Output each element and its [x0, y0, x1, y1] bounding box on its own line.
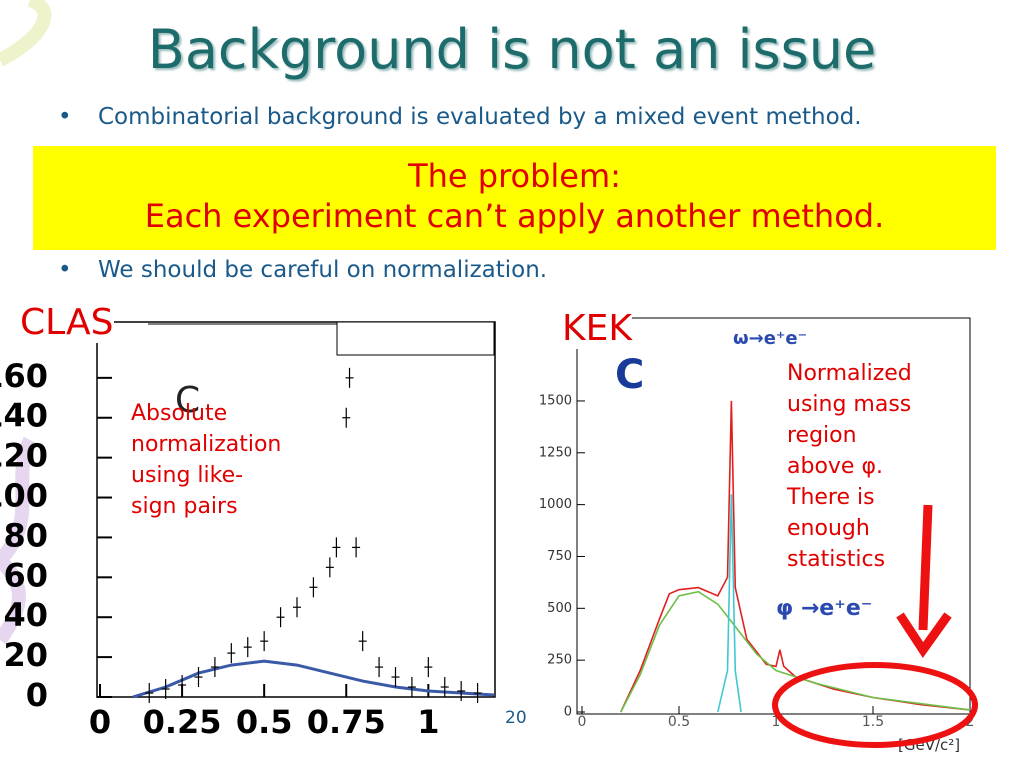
data-point	[375, 657, 384, 678]
data-point	[473, 683, 482, 704]
annotation-line: region	[787, 423, 857, 448]
data-point	[332, 537, 341, 558]
callout-line: The problem:	[408, 157, 621, 195]
data-point	[161, 679, 170, 700]
data-point	[194, 667, 203, 688]
annotation-line: normalization	[131, 432, 282, 457]
y-tick-label: 60	[3, 556, 48, 594]
callout-line: Each experiment can’t apply another meth…	[144, 197, 885, 235]
data-point	[424, 657, 433, 678]
y-tick-label: 1250	[539, 445, 572, 460]
bullet: We should be careful on normalization.	[58, 257, 548, 283]
slide-title: Background is not an issue	[147, 18, 877, 81]
data-point	[145, 683, 154, 704]
data-point	[276, 607, 285, 628]
plot-label: CLAS	[20, 302, 114, 343]
annotation-line: enough	[787, 516, 870, 541]
data-point	[243, 637, 252, 658]
stat-box	[336, 321, 495, 356]
y-tick-label: 1500	[539, 393, 572, 408]
annotation-line: using like-	[131, 463, 244, 488]
y-tick-label: 80	[3, 516, 48, 554]
x-tick-label: 0	[89, 703, 111, 741]
page-number: 20	[505, 708, 527, 728]
data-point	[440, 677, 449, 698]
x-tick-label: 1	[772, 714, 781, 730]
data-point	[227, 643, 236, 664]
data-point	[457, 681, 466, 702]
data-point	[210, 657, 219, 678]
data-point	[178, 675, 187, 696]
curve	[717, 494, 742, 713]
curve	[132, 659, 495, 699]
annotation-line: using mass	[787, 392, 912, 417]
annotation: Absolute normalization using like-sign pai…	[131, 398, 281, 522]
y-tick-label: 0	[564, 705, 572, 720]
annotation-line: Absolute	[131, 401, 228, 426]
swirl	[0, 436, 37, 645]
bullet-text: Combinatorial background is evaluated by…	[98, 104, 862, 130]
data-point	[352, 537, 361, 558]
data-point	[342, 407, 351, 428]
target-label: C	[615, 352, 645, 398]
data-point	[358, 631, 367, 652]
y-tick-label: 160	[0, 357, 48, 395]
callout: The problem: Each experiment can’t apply…	[33, 146, 996, 250]
data-point	[293, 597, 301, 618]
data-point	[391, 667, 400, 688]
data-point	[325, 557, 334, 578]
omega-label: ω→e⁺e⁻	[733, 328, 808, 349]
y-tick-label: 100	[0, 477, 48, 515]
y-tick-label: 120	[0, 437, 48, 475]
annotation-line: There is	[787, 485, 875, 510]
plot-frame	[96, 321, 496, 698]
y-tick-label: 500	[547, 601, 572, 616]
plot-label: KEK	[562, 308, 632, 349]
annotation-line: statistics	[787, 547, 886, 572]
bullet: Combinatorial background is evaluated by…	[58, 104, 962, 130]
y-tick-label: 40	[3, 596, 48, 634]
y-tick-label: 0	[26, 676, 48, 714]
data-point	[345, 367, 354, 388]
y-tick-label: 20	[3, 636, 48, 674]
x-tick-label: 2	[966, 714, 975, 730]
x-tick-label: 0.5	[668, 714, 690, 730]
data-point	[309, 577, 318, 598]
x-tick-label: 1	[417, 703, 439, 741]
data-point	[407, 677, 416, 698]
target-label: C	[175, 380, 201, 421]
swirl	[0, 0, 52, 67]
x-tick-label: 0.25	[143, 703, 222, 741]
axis-unit: [GeV/c²]	[898, 736, 961, 754]
y-tick-label: 1000	[539, 497, 572, 512]
y-tick-label: 250	[547, 653, 572, 668]
data-point	[260, 631, 269, 652]
annotation-line: Normalized	[787, 361, 912, 386]
x-tick-label: 1.5	[862, 714, 884, 730]
bullet-text: We should be careful on normalization.	[98, 257, 548, 283]
x-tick-label: 0	[578, 714, 587, 730]
y-tick-label: 140	[0, 397, 48, 435]
annotation-line: above φ.	[787, 454, 883, 479]
annotation-line: sign pairs	[131, 494, 238, 519]
y-tick-label: 750	[547, 549, 572, 564]
annotation: Normalized using mass region above φ. There …	[787, 358, 912, 575]
phi-label: φ →e⁺e⁻	[776, 596, 873, 621]
x-tick-label: 0.75	[307, 703, 386, 741]
x-tick-label: 0.5	[236, 703, 293, 741]
